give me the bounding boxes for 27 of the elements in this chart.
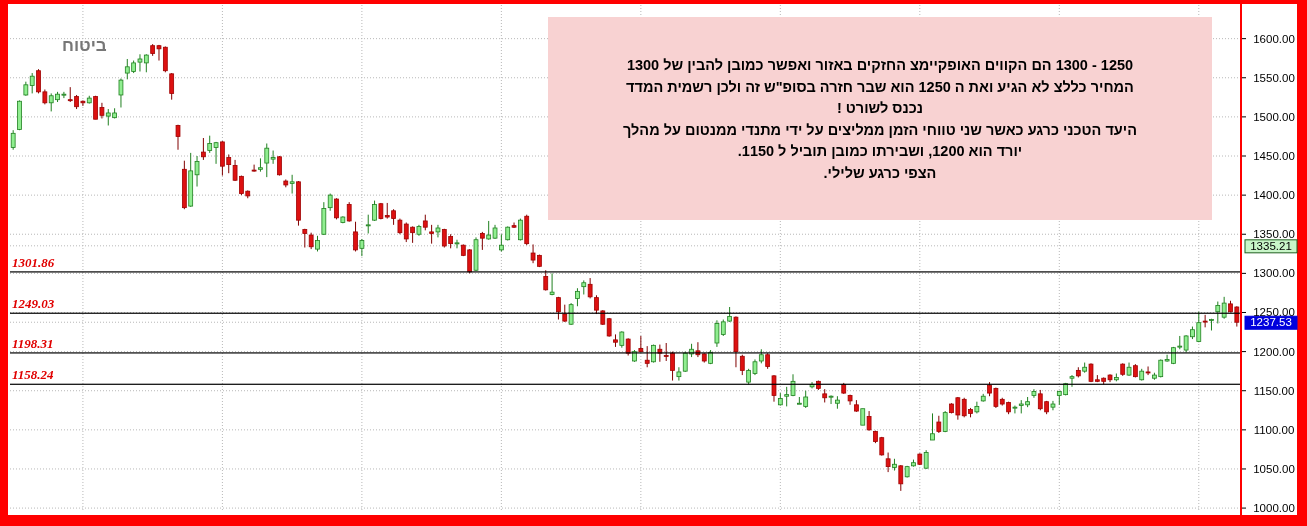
annotation: 1250 - 1300 הם הקווים האופקיימצ החזקים באזור ואפשר כמובן להבין של 1300 <box>626 57 1134 73</box>
y-tick-label: 1050.00 <box>1253 462 1295 475</box>
y-tick-label: 1350.00 <box>1253 228 1295 241</box>
y-tick-label: 1000.00 <box>1253 502 1295 515</box>
y-tick-label: 1400.00 <box>1253 189 1295 202</box>
annotation: היעד הטכני כרגע כאשר שני טווחי הזמן ממליצים על ידי מתנדי ממנטום על מהלך <box>623 121 1137 138</box>
y-tick-label: 1550.00 <box>1253 71 1295 84</box>
annotation: הצפי כרגע שלילי. <box>823 164 937 181</box>
axis-tag: 1237.53 <box>1244 315 1298 330</box>
y-tick-label: 1150.00 <box>1253 384 1295 397</box>
y-tick-label: 1237.53 <box>1250 316 1292 329</box>
ref-line-label: 1158.24 <box>12 367 55 383</box>
ref-line-label: 1249.03 <box>12 296 55 312</box>
y-tick-label: 1450.00 <box>1253 150 1295 162</box>
y-tick-label: 1100.00 <box>1253 423 1295 436</box>
y-tick-label: 1500.00 <box>1253 110 1295 123</box>
y-tick-label: 1200.00 <box>1253 345 1295 358</box>
y-tick-label: 1300.00 <box>1253 267 1295 280</box>
annotation: יורד הוא 1200, ושבירתו כמובן תוביל ל 1150. <box>737 143 1023 159</box>
annotation: המחיר כללצ לא הגיע ואת ה 1250 הוא שבר חזרה בסופ"ש זה ולכן רשמית המדד <box>626 78 1134 95</box>
axis-tag: 1335.21 <box>1244 239 1298 254</box>
ref-line-label: 1301.86 <box>12 254 55 270</box>
y-tick-label: 1335.21 <box>1250 239 1292 252</box>
annotation: נכנס לשורט ! <box>836 100 924 116</box>
y-tick-label: 1600.00 <box>1253 32 1295 45</box>
ref-line-label: 1198.31 <box>12 335 54 351</box>
text: ביטוח <box>62 36 107 55</box>
